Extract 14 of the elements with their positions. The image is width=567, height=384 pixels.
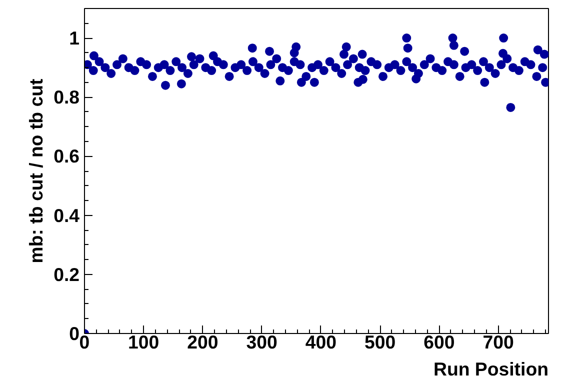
x-tick-label: 600 (424, 332, 455, 352)
x-tick-label: 400 (305, 332, 337, 352)
x-tick-label: 500 (364, 332, 396, 352)
y-tick-label: 0.4 (54, 204, 80, 226)
y-tick-label: 0.6 (54, 146, 80, 167)
x-tick-label: 700 (482, 332, 514, 352)
x-tick-label: 200 (187, 332, 218, 352)
y-tick-label: 1 (69, 28, 80, 49)
y-tick-label: 0.2 (54, 264, 80, 285)
x-tick-label: 300 (246, 332, 278, 352)
x-axis-title: Run Position (433, 358, 549, 380)
x-tick-label: 100 (128, 332, 160, 352)
y-axis-title: mb: tb cut / no tb cut (26, 78, 47, 264)
y-tick-label: 0.8 (54, 86, 80, 108)
